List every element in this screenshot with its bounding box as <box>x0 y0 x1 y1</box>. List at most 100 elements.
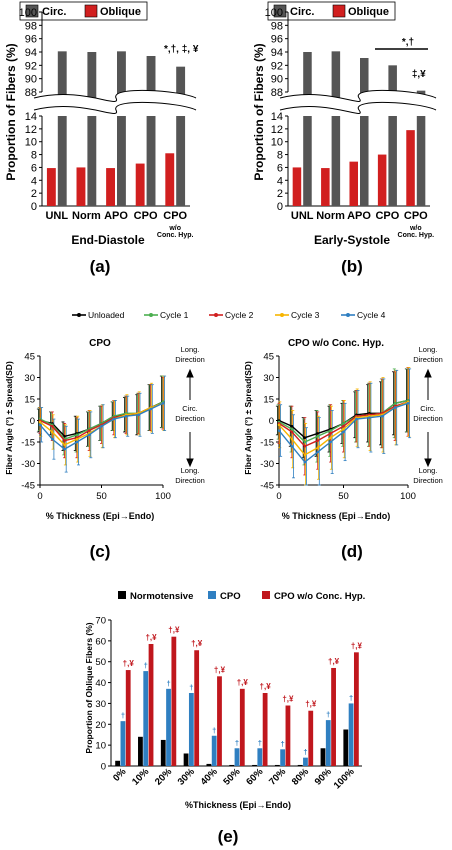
panel-d-chart: -45 -30 -15 0 15 30 45 0 50 100 <box>260 352 416 503</box>
bar-normotensive <box>115 760 121 766</box>
y-tick-label: 14 <box>25 111 37 123</box>
legend-circ-label: Circ. <box>42 6 66 18</box>
bar-cpo-wo <box>308 710 314 766</box>
bar-cpo-wo <box>194 650 200 766</box>
circ-bar-lower <box>303 116 312 206</box>
legend-swatch <box>262 591 270 599</box>
legend-oblique-label: Oblique <box>348 6 389 18</box>
circ-bar-lower <box>388 116 397 206</box>
bar-cpo <box>166 688 171 766</box>
bar-cpo <box>143 671 149 766</box>
legend-oblique-swatch <box>84 4 98 18</box>
y-tick-label: -15 <box>260 438 274 449</box>
bar-cpo-wo <box>262 693 268 766</box>
y-tick-label: 92 <box>271 60 283 72</box>
x-tick-label: 0 <box>37 491 42 502</box>
data-point <box>316 434 320 438</box>
significance-label: ‡,¥ <box>412 69 426 80</box>
data-point <box>112 417 116 421</box>
legend-label: Unloaded <box>88 310 125 320</box>
data-point <box>87 429 91 432</box>
legend-swatch <box>118 591 126 599</box>
data-point <box>137 413 140 417</box>
legend-swatch <box>208 591 216 599</box>
cpo-wo-significance: †,¥ <box>237 678 249 687</box>
circ-bar-lower <box>331 116 341 206</box>
x-tick-label: 0% <box>111 766 129 784</box>
data-point <box>149 407 152 411</box>
panel-d-label: (d) <box>341 542 363 561</box>
y-tick-label: 100 <box>265 7 283 19</box>
data-point <box>51 430 54 434</box>
cpo-significance: † <box>144 661 148 670</box>
y-tick-label: 90 <box>25 74 37 86</box>
circ-bar-lower <box>176 116 186 206</box>
data-point <box>303 440 307 444</box>
data-point <box>75 437 79 441</box>
data-point <box>290 437 294 441</box>
y-tick-label: 92 <box>25 60 37 72</box>
legend-label: Cycle 1 <box>160 310 189 320</box>
oblique-bar <box>46 168 56 206</box>
cpo-significance: † <box>326 710 330 719</box>
panel-d-circ-direction: Circ. Direction <box>413 404 443 423</box>
bar-cpo <box>303 757 308 766</box>
x-tick-label: 50 <box>96 491 107 502</box>
cpo-wo-significance: †,¥ <box>260 682 272 691</box>
y-tick-label: 15 <box>263 395 274 406</box>
oblique-bar <box>292 167 302 206</box>
data-point <box>316 439 320 442</box>
legend-circ-swatch <box>273 4 287 18</box>
legend-marker <box>77 313 81 317</box>
bar-normotensive <box>320 748 326 766</box>
circ-bar <box>331 51 341 102</box>
axis-break-line-bottom <box>33 101 197 114</box>
circ-bar-lower <box>360 116 369 206</box>
x-tick-label: APO <box>104 210 128 222</box>
oblique-bar <box>106 168 115 206</box>
data-point <box>316 432 320 435</box>
x-tick-label: CPO <box>134 210 158 222</box>
x-tick-label: 20% <box>153 766 175 788</box>
data-point <box>316 450 320 454</box>
x-tick-label: UNL <box>291 210 314 222</box>
x-tick-label: 30% <box>176 766 198 788</box>
x-tick-label: Norm <box>316 210 345 222</box>
legend-label: CPO <box>220 591 241 602</box>
cpo-wo-significance: †,¥ <box>351 641 363 650</box>
legend-marker <box>214 313 218 317</box>
y-tick-label: -30 <box>21 459 35 470</box>
panel-b-title: Early-Systole <box>314 233 390 247</box>
data-point <box>87 433 91 437</box>
y-tick-label: 98 <box>271 20 283 32</box>
y-tick-label: 88 <box>271 87 283 99</box>
oblique-bar <box>76 167 86 206</box>
x-tick-label: 90% <box>313 766 335 788</box>
y-tick-label: -45 <box>260 481 274 492</box>
y-tick-label: 0 <box>30 416 35 427</box>
circ-bar-lower <box>146 116 156 206</box>
legend-label: CPO w/o Conc. Hyp. <box>274 591 365 602</box>
oblique-bar <box>135 163 145 206</box>
circ-bar <box>176 66 186 102</box>
axis-break-line-top <box>33 89 197 102</box>
panel-c-label: (c) <box>90 542 111 561</box>
bar-cpo-wo <box>285 705 291 766</box>
data-point <box>342 427 345 431</box>
data-point <box>290 424 294 428</box>
data-point <box>75 433 79 437</box>
panel-e-chart: 0 10 20 30 40 50 60 70 † †,¥ 0% † †,¥ 10% † †,¥ 20% † †,¥ 3… <box>95 616 362 792</box>
y-tick-label: 4 <box>31 175 37 187</box>
data-point <box>342 424 345 428</box>
panel-a-ylabel: Proportion of Fibers (%) <box>4 43 18 180</box>
bar-cpo <box>120 721 126 766</box>
panel-b-bracket-label: *,† <box>402 37 414 48</box>
data-point <box>277 423 281 427</box>
panel-c-circ-direction: Circ. Direction <box>175 404 205 423</box>
y-tick-label: 60 <box>95 636 106 647</box>
cpo-significance: † <box>281 739 285 748</box>
data-point <box>277 429 281 432</box>
x-tick-label: CPO <box>404 210 428 222</box>
data-point <box>51 437 54 441</box>
